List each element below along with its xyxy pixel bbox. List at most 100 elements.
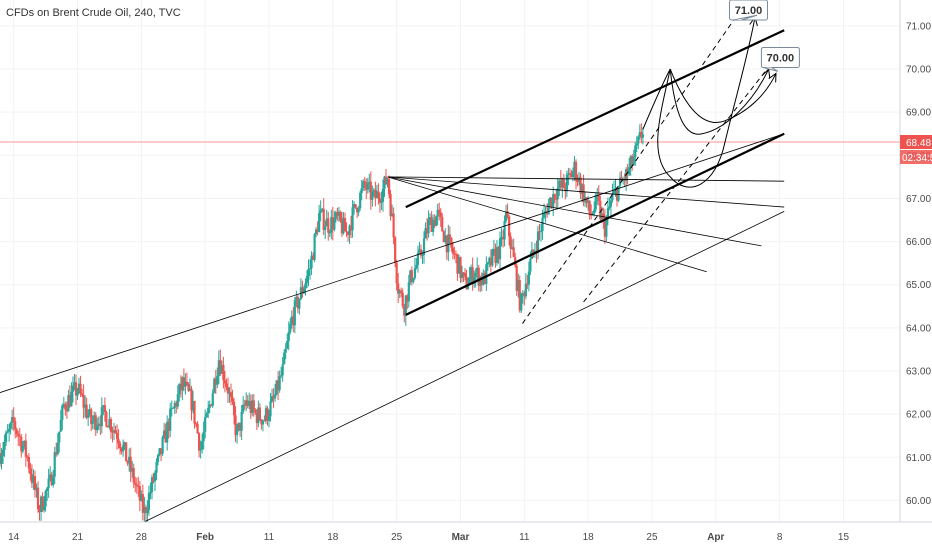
candle-body	[125, 442, 128, 462]
candle-body	[544, 211, 547, 213]
candle-body	[574, 161, 578, 181]
candle-body	[73, 382, 76, 386]
candle-body	[163, 430, 166, 438]
candle-body	[524, 283, 527, 297]
candle-body	[24, 440, 27, 457]
candle-body	[159, 448, 163, 454]
price-tick-label: 71.00	[906, 21, 931, 32]
projection-path-70b[interactable]	[669, 68, 777, 123]
candle-body	[324, 226, 327, 230]
fan-line[interactable]	[387, 176, 785, 182]
candle-body	[413, 268, 416, 279]
candle-body	[166, 421, 169, 443]
candle-body	[158, 448, 161, 455]
candle-body	[290, 316, 293, 324]
candle-body	[138, 486, 141, 501]
projection-path-70[interactable]	[669, 68, 770, 135]
target-callout[interactable]: 70.00	[760, 46, 800, 68]
candle-body	[419, 249, 423, 256]
current-price-label: 68.48	[906, 138, 931, 149]
candle-body	[266, 408, 269, 421]
candle-body	[394, 237, 397, 263]
candle-body	[511, 247, 514, 249]
candle-body	[214, 378, 217, 385]
upper-wedge-line[interactable]	[0, 133, 785, 393]
candle-body	[618, 177, 622, 186]
candle-body	[220, 365, 223, 374]
candle-body	[213, 378, 216, 393]
fan-line[interactable]	[387, 176, 785, 208]
candle-body	[237, 422, 240, 429]
candle-body	[521, 293, 524, 295]
candle-body	[254, 409, 257, 413]
candle-body	[576, 180, 579, 182]
candle-body	[26, 456, 29, 458]
candle-body	[258, 407, 261, 420]
candle-body	[471, 267, 474, 284]
callout-label: 70.00	[767, 52, 795, 64]
target-callout[interactable]: 71.00	[728, 0, 768, 21]
candle-body	[362, 181, 365, 189]
price-tick-label: 64.00	[906, 323, 931, 334]
candle-body	[489, 257, 492, 266]
candle-body	[363, 181, 366, 185]
candle-body	[39, 496, 43, 512]
candle-body	[115, 433, 119, 440]
candle-body	[403, 306, 406, 316]
candle-body	[117, 439, 120, 444]
candle-body	[131, 468, 134, 472]
candle-body	[33, 476, 37, 491]
candle-body	[580, 184, 584, 194]
candle-body	[14, 421, 17, 430]
candle-body	[389, 194, 392, 217]
candle-body	[311, 255, 315, 260]
candle-body	[567, 173, 570, 175]
fan-line[interactable]	[387, 176, 707, 273]
dashed-channel-line[interactable]	[583, 47, 785, 303]
candle-body	[277, 380, 280, 391]
candle-body	[118, 443, 122, 449]
target-callouts[interactable]: 71.00 70.00	[728, 0, 800, 72]
candle-body	[343, 217, 347, 232]
candle-body	[412, 278, 415, 283]
candle-body	[547, 203, 550, 215]
candle-body	[55, 452, 58, 455]
candle-body	[235, 428, 239, 436]
candle-body	[322, 208, 325, 230]
candle-body	[105, 411, 108, 427]
callout-label: 71.00	[735, 5, 763, 17]
candle-body	[553, 194, 556, 200]
trend-drawings[interactable]	[0, 0, 785, 523]
candle-body	[448, 234, 451, 238]
candle-body	[222, 365, 225, 381]
candle-body	[187, 383, 190, 391]
channel-upper-line[interactable]	[405, 29, 785, 209]
candle-body	[281, 364, 284, 376]
candle-body	[152, 477, 155, 482]
candle-body	[99, 423, 102, 427]
projection-path-71[interactable]	[657, 17, 756, 188]
candle-body	[386, 178, 389, 185]
candle-body	[441, 217, 444, 232]
current-price-tag	[900, 135, 932, 149]
candle-body	[71, 385, 75, 392]
bar-countdown-label: 02:34:50	[902, 153, 932, 164]
candle-body	[77, 383, 81, 391]
candle-body	[321, 208, 324, 211]
dashed-channel-line[interactable]	[522, 0, 749, 324]
candle-body	[302, 288, 306, 294]
candle-body	[527, 271, 530, 285]
time-scale[interactable]: 14 21 28 Feb 11 18 25 Mar 11 18 25 Apr 8 15	[8, 532, 849, 543]
candle-body	[9, 422, 12, 429]
candle-body	[4, 432, 8, 442]
fan-line[interactable]	[387, 176, 762, 247]
candle-body	[97, 423, 100, 426]
channel-lower-line[interactable]	[405, 132, 785, 316]
candle-body	[606, 208, 610, 219]
price-tick-label: 65.00	[906, 280, 931, 291]
price-tick-label: 69.00	[906, 108, 931, 119]
candle-layer	[0, 123, 644, 522]
candle-body	[518, 280, 521, 311]
candle-body	[504, 211, 508, 221]
